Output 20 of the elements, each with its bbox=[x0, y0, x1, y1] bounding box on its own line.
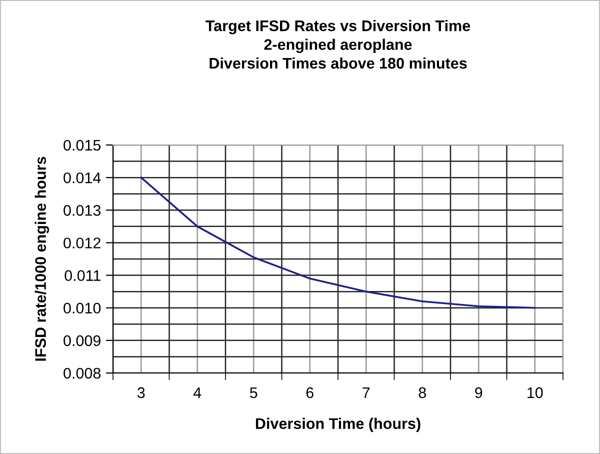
y-tick-label: 0.011 bbox=[64, 270, 100, 281]
y-tick-label: 0.014 bbox=[64, 172, 101, 184]
x-tick-label: 4 bbox=[193, 387, 202, 398]
y-tick-label: 0.013 bbox=[64, 205, 101, 216]
y-tick-label: 0.008 bbox=[64, 368, 101, 379]
y-tick-label: 0.009 bbox=[64, 335, 100, 346]
chart-title: Target IFSD Rates vs Diversion Time 2-engined aeroplane Diversion Times above 180 minutes bbox=[206, 20, 470, 69]
x-tick-label: 9 bbox=[475, 387, 482, 398]
y-tick-label: 0.010 bbox=[64, 302, 101, 314]
y-tick-label: 0.012 bbox=[64, 238, 100, 248]
x-tick-label: 10 bbox=[528, 387, 543, 398]
line-series bbox=[140, 176, 536, 309]
x-tick-label: 7 bbox=[362, 387, 370, 398]
x-tick-label: 3 bbox=[137, 387, 145, 398]
x-tick-label: 5 bbox=[250, 387, 258, 398]
y-axis-title: IFSD rate/1000 engine hours bbox=[34, 156, 50, 361]
x-tick-label: 8 bbox=[418, 387, 426, 398]
y-tick-label: 0.015 bbox=[64, 140, 101, 151]
x-tick-label: 6 bbox=[306, 387, 314, 398]
x-axis-title: Diversion Time (hours) bbox=[256, 418, 420, 432]
